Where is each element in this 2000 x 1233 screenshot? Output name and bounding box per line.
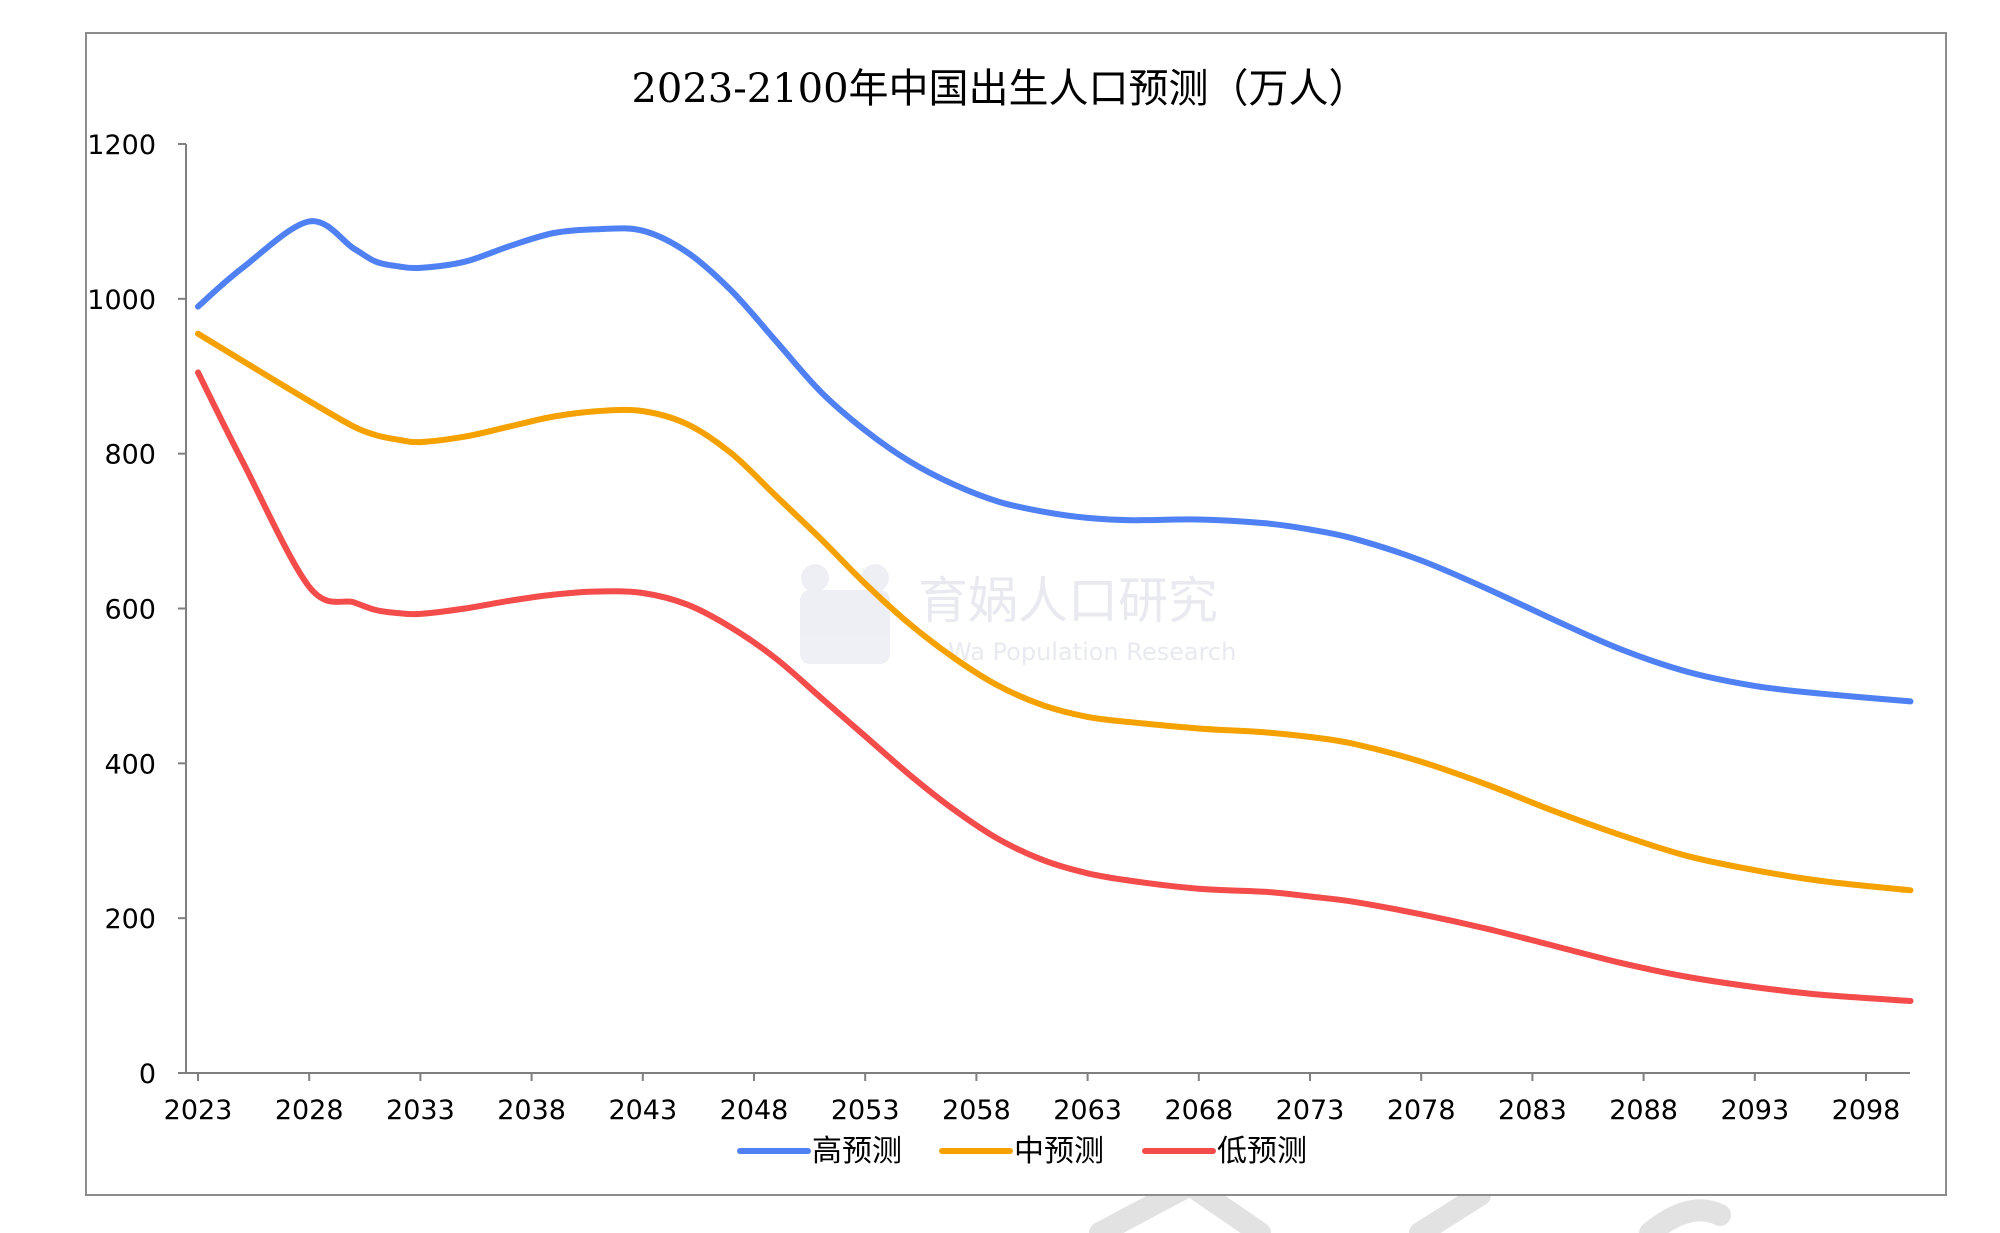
- x-tick-label: 2033: [386, 1095, 455, 1126]
- watermark-cn-text: 育娲人口研究: [918, 572, 1218, 630]
- x-tick-label: 2053: [831, 1095, 900, 1126]
- x-tick-label: 2098: [1832, 1095, 1901, 1126]
- x-tick-label: 2038: [497, 1095, 566, 1126]
- series-line-mid: [195, 330, 1914, 894]
- legend-label-high: 高预测: [812, 1134, 902, 1169]
- series-lines: [195, 218, 1914, 1004]
- x-tick-label: 2023: [164, 1095, 233, 1126]
- legend-label-low: 低预测: [1217, 1134, 1307, 1169]
- y-ticks: 0 200 400 600 800 1000 1200: [87, 130, 186, 1090]
- chart-title: 2023-2100年中国出生人口预测（万人）: [631, 66, 1368, 112]
- watermark-en-text: Wa Population Research: [948, 638, 1236, 666]
- y-tick-label: 200: [104, 904, 156, 935]
- y-tick-label: 800: [104, 440, 156, 471]
- series-line-low: [195, 369, 1914, 1004]
- watermark: 育娲人口研究 Wa Population Research: [800, 564, 1236, 666]
- y-tick-label: 600: [104, 595, 156, 626]
- x-tick-label: 2058: [942, 1095, 1011, 1126]
- y-tick-label: 1000: [87, 285, 156, 316]
- legend: 高预测 中预测 低预测: [737, 1134, 1307, 1169]
- y-tick-label: 0: [139, 1059, 156, 1090]
- x-ticks: 2023 2028 2033 2038 2043 2048 2053 2058 2063 2068…: [164, 1073, 1901, 1126]
- x-tick-label: 2073: [1276, 1095, 1345, 1126]
- series-line-high: [195, 218, 1914, 705]
- x-tick-label: 2078: [1387, 1095, 1456, 1126]
- x-tick-label: 2043: [608, 1095, 677, 1126]
- y-tick-label: 1200: [87, 130, 156, 161]
- y-tick-label: 400: [104, 749, 156, 780]
- x-tick-label: 2063: [1053, 1095, 1122, 1126]
- legend-label-mid: 中预测: [1014, 1134, 1104, 1169]
- x-tick-label: 2068: [1164, 1095, 1233, 1126]
- x-tick-label: 2093: [1720, 1095, 1789, 1126]
- x-tick-label: 2028: [275, 1095, 344, 1126]
- x-tick-label: 2088: [1609, 1095, 1678, 1126]
- x-tick-label: 2048: [720, 1095, 789, 1126]
- x-tick-label: 2083: [1498, 1095, 1567, 1126]
